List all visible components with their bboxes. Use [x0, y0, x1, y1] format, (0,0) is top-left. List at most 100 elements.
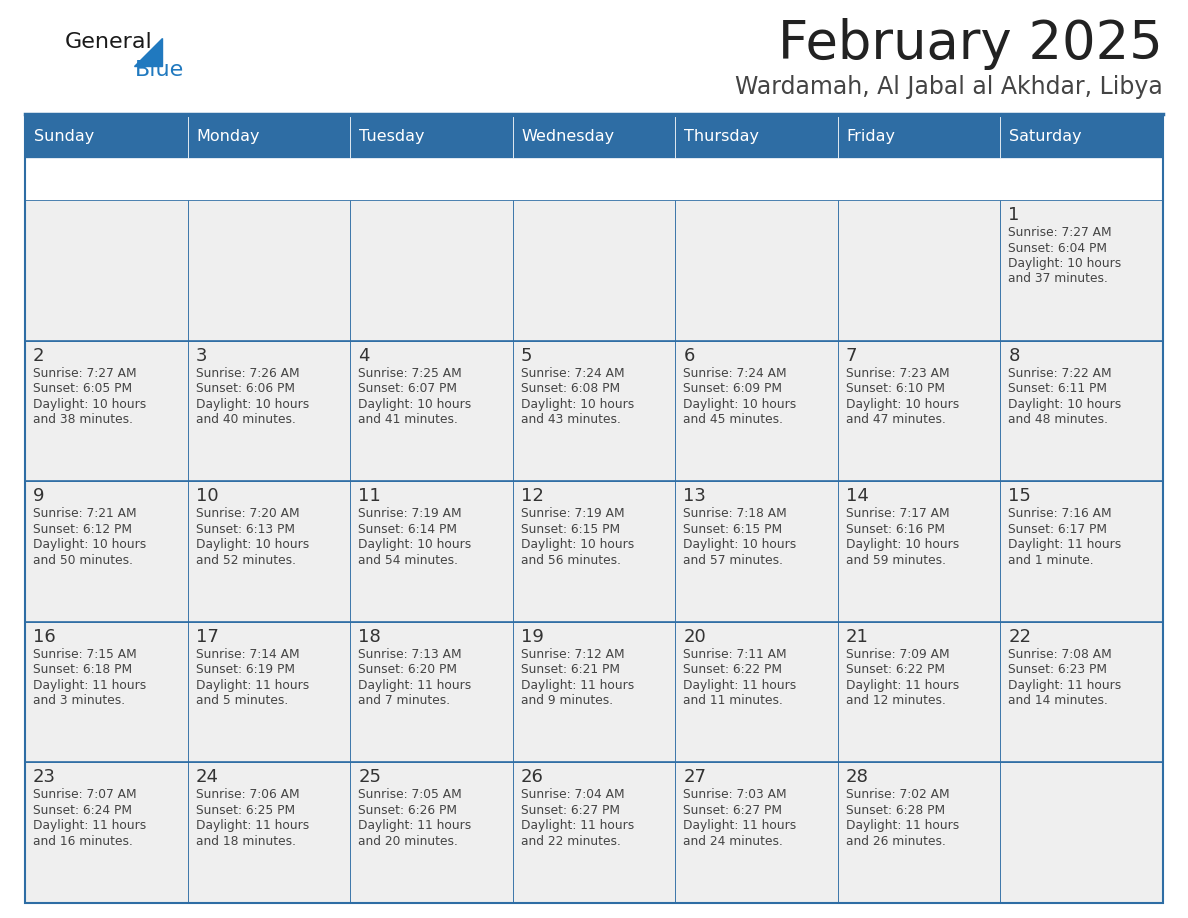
Text: Sunset: 6:10 PM: Sunset: 6:10 PM: [846, 382, 944, 395]
Text: Daylight: 11 hours: Daylight: 11 hours: [196, 820, 309, 833]
Text: Daylight: 11 hours: Daylight: 11 hours: [358, 678, 472, 692]
Text: Daylight: 11 hours: Daylight: 11 hours: [520, 678, 634, 692]
Bar: [350, 763, 513, 903]
Text: and 9 minutes.: and 9 minutes.: [520, 694, 613, 707]
Text: Sunset: 6:20 PM: Sunset: 6:20 PM: [358, 664, 457, 677]
Text: 21: 21: [846, 628, 868, 645]
Text: Sunset: 6:16 PM: Sunset: 6:16 PM: [846, 522, 944, 536]
Text: Tuesday: Tuesday: [359, 129, 424, 144]
Text: Sunrise: 7:27 AM: Sunrise: 7:27 AM: [1009, 226, 1112, 239]
Bar: [350, 341, 513, 481]
Bar: [188, 116, 350, 158]
Text: and 26 minutes.: and 26 minutes.: [846, 834, 946, 848]
Text: Sunrise: 7:07 AM: Sunrise: 7:07 AM: [33, 789, 137, 801]
Bar: [838, 341, 1000, 481]
Text: Daylight: 11 hours: Daylight: 11 hours: [683, 678, 796, 692]
Bar: [25, 341, 188, 481]
Text: Sunset: 6:05 PM: Sunset: 6:05 PM: [33, 382, 132, 395]
Text: Sunrise: 7:14 AM: Sunrise: 7:14 AM: [196, 648, 299, 661]
Text: Wednesday: Wednesday: [522, 129, 615, 144]
Text: and 5 minutes.: and 5 minutes.: [196, 694, 287, 707]
Text: 13: 13: [683, 487, 706, 505]
Text: 15: 15: [1009, 487, 1031, 505]
Text: Sunset: 6:27 PM: Sunset: 6:27 PM: [520, 804, 620, 817]
Text: and 54 minutes.: and 54 minutes.: [358, 554, 459, 566]
Text: 20: 20: [683, 628, 706, 645]
Text: Daylight: 10 hours: Daylight: 10 hours: [520, 397, 634, 410]
Text: and 24 minutes.: and 24 minutes.: [683, 834, 783, 848]
Text: Sunset: 6:09 PM: Sunset: 6:09 PM: [683, 382, 782, 395]
Text: 26: 26: [520, 768, 544, 787]
Text: Sunrise: 7:19 AM: Sunrise: 7:19 AM: [358, 508, 462, 521]
Text: Sunrise: 7:24 AM: Sunrise: 7:24 AM: [520, 366, 625, 380]
Text: Sunrise: 7:18 AM: Sunrise: 7:18 AM: [683, 508, 786, 521]
Text: Sunrise: 7:24 AM: Sunrise: 7:24 AM: [683, 366, 786, 380]
Text: Sunset: 6:11 PM: Sunset: 6:11 PM: [1009, 382, 1107, 395]
Text: Sunset: 6:15 PM: Sunset: 6:15 PM: [683, 522, 783, 536]
Text: Daylight: 11 hours: Daylight: 11 hours: [196, 678, 309, 692]
Text: Sunset: 6:24 PM: Sunset: 6:24 PM: [33, 804, 132, 817]
Text: Daylight: 11 hours: Daylight: 11 hours: [846, 678, 959, 692]
Bar: [25, 200, 188, 341]
Text: Sunrise: 7:11 AM: Sunrise: 7:11 AM: [683, 648, 786, 661]
Bar: [188, 341, 350, 481]
Text: Blue: Blue: [135, 60, 184, 80]
Text: 16: 16: [33, 628, 56, 645]
Bar: [350, 481, 513, 621]
Text: Sunset: 6:15 PM: Sunset: 6:15 PM: [520, 522, 620, 536]
Text: and 48 minutes.: and 48 minutes.: [1009, 413, 1108, 426]
Text: Daylight: 11 hours: Daylight: 11 hours: [683, 820, 796, 833]
Text: and 20 minutes.: and 20 minutes.: [358, 834, 459, 848]
Text: Daylight: 10 hours: Daylight: 10 hours: [520, 538, 634, 551]
Text: Wardamah, Al Jabal al Akhdar, Libya: Wardamah, Al Jabal al Akhdar, Libya: [735, 75, 1163, 99]
Text: 12: 12: [520, 487, 544, 505]
Text: and 56 minutes.: and 56 minutes.: [520, 554, 620, 566]
Text: and 59 minutes.: and 59 minutes.: [846, 554, 946, 566]
Text: and 47 minutes.: and 47 minutes.: [846, 413, 946, 426]
Text: Sunset: 6:18 PM: Sunset: 6:18 PM: [33, 664, 132, 677]
Text: 11: 11: [358, 487, 381, 505]
Text: 17: 17: [196, 628, 219, 645]
Text: and 14 minutes.: and 14 minutes.: [1009, 694, 1108, 707]
Text: Daylight: 10 hours: Daylight: 10 hours: [846, 538, 959, 551]
Text: Sunrise: 7:09 AM: Sunrise: 7:09 AM: [846, 648, 949, 661]
Text: Daylight: 10 hours: Daylight: 10 hours: [1009, 397, 1121, 410]
Text: and 12 minutes.: and 12 minutes.: [846, 694, 946, 707]
Text: and 43 minutes.: and 43 minutes.: [520, 413, 620, 426]
Bar: [838, 116, 1000, 158]
Bar: [838, 200, 1000, 341]
Text: 7: 7: [846, 347, 858, 364]
Text: 18: 18: [358, 628, 381, 645]
Text: and 45 minutes.: and 45 minutes.: [683, 413, 783, 426]
Text: Sunrise: 7:17 AM: Sunrise: 7:17 AM: [846, 508, 949, 521]
Text: Sunset: 6:12 PM: Sunset: 6:12 PM: [33, 522, 132, 536]
Bar: [675, 481, 838, 621]
Text: Sunday: Sunday: [34, 129, 94, 144]
Text: 9: 9: [33, 487, 44, 505]
Text: Sunrise: 7:26 AM: Sunrise: 7:26 AM: [196, 366, 299, 380]
Bar: [675, 621, 838, 763]
Text: and 40 minutes.: and 40 minutes.: [196, 413, 296, 426]
Text: Sunrise: 7:16 AM: Sunrise: 7:16 AM: [1009, 508, 1112, 521]
Text: Sunset: 6:27 PM: Sunset: 6:27 PM: [683, 804, 782, 817]
Text: and 41 minutes.: and 41 minutes.: [358, 413, 459, 426]
Bar: [350, 621, 513, 763]
Bar: [188, 481, 350, 621]
Text: 28: 28: [846, 768, 868, 787]
Text: Saturday: Saturday: [1010, 129, 1082, 144]
Text: 24: 24: [196, 768, 219, 787]
Text: Sunset: 6:17 PM: Sunset: 6:17 PM: [1009, 522, 1107, 536]
Text: Daylight: 10 hours: Daylight: 10 hours: [358, 538, 472, 551]
Text: 19: 19: [520, 628, 544, 645]
Text: 23: 23: [33, 768, 56, 787]
Text: and 18 minutes.: and 18 minutes.: [196, 834, 296, 848]
Text: 1: 1: [1009, 206, 1019, 224]
Bar: [513, 200, 675, 341]
Text: 10: 10: [196, 487, 219, 505]
Text: and 3 minutes.: and 3 minutes.: [33, 694, 125, 707]
Text: Sunrise: 7:27 AM: Sunrise: 7:27 AM: [33, 366, 137, 380]
Text: Sunset: 6:06 PM: Sunset: 6:06 PM: [196, 382, 295, 395]
Polygon shape: [134, 38, 162, 66]
Bar: [25, 621, 188, 763]
Text: Sunset: 6:19 PM: Sunset: 6:19 PM: [196, 664, 295, 677]
